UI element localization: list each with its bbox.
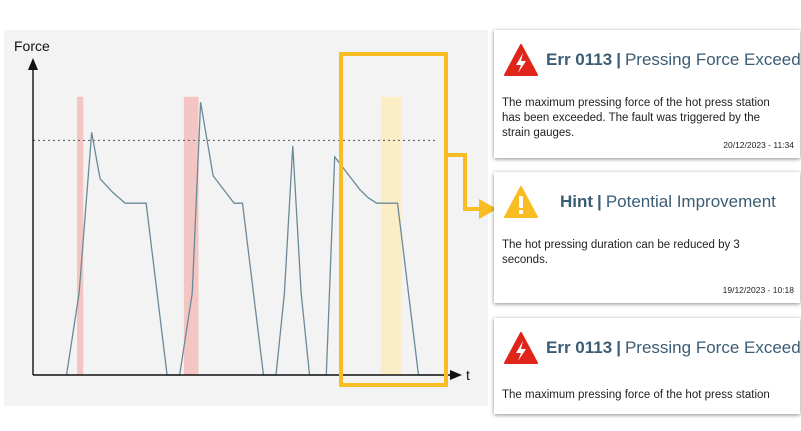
notification-card[interactable]: Err 0113|Pressing Force Exceeded The max… [494, 30, 800, 158]
y-axis-arrow-icon [28, 58, 38, 70]
notification-header: Hint | Potential Improvement [504, 180, 776, 224]
notification-title-text: Potential Improvement [605, 192, 776, 211]
x-axis-label: t [466, 367, 470, 383]
title-separator: | [616, 338, 621, 357]
highlight-band [380, 96, 402, 376]
notification-code: Hint [560, 192, 594, 211]
highlight-band [76, 96, 84, 376]
notification-card[interactable]: Hint | Potential Improvement The hot press… [494, 172, 800, 303]
notification-title: Hint | Potential Improvement [560, 192, 776, 212]
notification-title-text: Pressing Force Exceeded [624, 338, 800, 357]
notification-code: Err 0113 [546, 338, 613, 357]
error-triangle-icon [504, 44, 538, 76]
warning-triangle-icon [504, 186, 538, 218]
y-axis-label: Force [14, 38, 50, 54]
notification-header: Err 0113|Pressing Force Exceeded [504, 38, 800, 82]
notification-code: Err 0113 [546, 50, 613, 69]
notification-timestamp: 19/12/2023 - 10:18 [722, 285, 794, 295]
notification-body: The hot pressing duration can be reduced… [502, 239, 740, 266]
force-chart-panel: Force t [4, 30, 488, 406]
notification-header: Err 0113|Pressing Force Exceeded [504, 326, 800, 370]
highlight-band [183, 96, 199, 376]
x-axis-arrow-icon [450, 370, 462, 380]
title-separator: | [597, 192, 602, 211]
notification-timestamp: 20/12/2023 - 11:34 [723, 140, 794, 150]
notification-title: Err 0113|Pressing Force Exceeded [546, 338, 800, 358]
force-series-line [65, 102, 440, 376]
notification-card[interactable]: Err 0113|Pressing Force Exceeded The max… [494, 318, 800, 414]
title-separator: | [616, 50, 621, 69]
force-time-chart: Force t [14, 38, 470, 387]
notification-body: The maximum pressing force of the hot pr… [502, 389, 770, 401]
focus-highlight-box [339, 52, 448, 387]
error-triangle-icon [504, 332, 538, 364]
notification-title: Err 0113|Pressing Force Exceeded [546, 50, 800, 70]
notification-title-text: Pressing Force Exceeded [624, 50, 800, 69]
notification-body: The maximum pressing force of the hot pr… [502, 97, 770, 139]
